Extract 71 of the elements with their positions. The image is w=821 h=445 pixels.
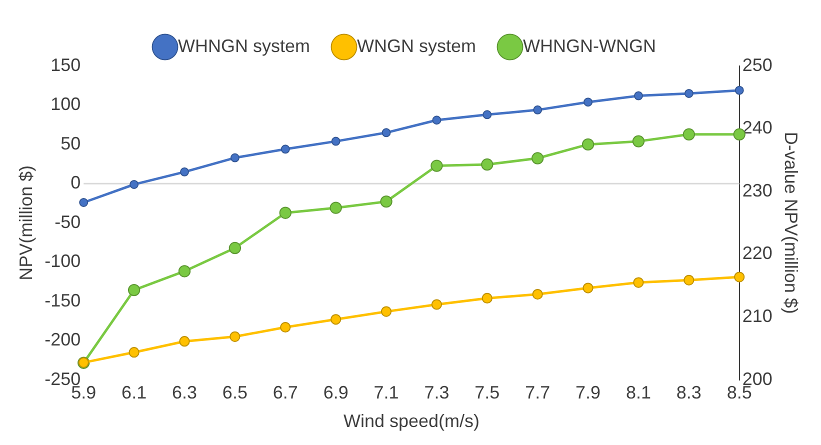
x-tick-label: 7.9 [576,382,601,403]
point [128,284,140,296]
point [532,152,544,164]
point [633,277,644,288]
y-tick-label: 150 [50,54,81,75]
y2-axis-title: D-value NPV(million $) [781,132,802,314]
point [79,198,88,208]
y2-tick-label: 230 [742,180,772,200]
point [634,91,643,100]
x-tick-label: 7.3 [424,382,450,403]
y-axis-title: NPV(million $) [16,165,36,280]
point [430,160,443,172]
x-tick-label: 8.1 [626,382,651,403]
y2-tick-label: 250 [742,54,772,75]
legend-label: WHNGN-WNGN [523,36,656,56]
point [178,265,191,278]
point [734,86,744,95]
x-tick-label: 6.9 [323,382,348,403]
point [584,98,593,107]
legend-label: WHNGN system [178,36,310,56]
point [330,314,342,325]
x-axis-title: Wind speed(m/s) [343,411,480,432]
y2-tick-label: 240 [742,118,772,138]
y-tick-label: 0 [70,172,81,193]
point [380,195,392,208]
point [431,299,442,310]
point [230,331,240,342]
point [582,138,594,151]
point [280,144,290,154]
point [533,105,542,114]
point [734,272,745,282]
x-tick-label: 7.5 [474,382,500,403]
point [632,135,645,148]
x-tick-label: 8.3 [676,382,702,403]
point [330,202,342,214]
x-tick-label: 7.1 [374,382,399,403]
point [280,322,291,333]
y-tick-label: -50 [54,212,81,232]
point [582,282,594,294]
point [733,128,746,141]
y2-tick-label: 220 [742,243,772,264]
point [380,306,392,317]
y-tick-label: 50 [60,133,81,154]
point [382,128,391,138]
point [432,116,442,125]
y-tick-label: 100 [50,94,81,114]
point [180,167,190,176]
point [228,242,242,254]
legend-label: WNGN system [357,36,476,56]
point [482,292,492,304]
point [682,128,696,141]
point [482,110,492,120]
y2-tick-label: 210 [742,306,772,326]
y-tick-label: -150 [44,290,81,310]
x-tick-label: 6.5 [222,382,248,403]
point [481,158,494,171]
x-tick-label: 7.7 [525,382,550,403]
x-tick-label: 6.7 [272,382,298,403]
point [179,336,190,347]
x-tick-label: 6.3 [172,382,198,403]
point [279,206,292,219]
point [684,88,694,98]
x-tick-label: 6.1 [122,382,147,403]
point [230,153,240,162]
point [684,274,694,286]
point [130,180,139,189]
y-tick-label: -100 [44,251,81,272]
y-tick-label: -200 [44,330,81,350]
point [532,288,543,300]
point [331,136,340,146]
point [128,347,140,358]
